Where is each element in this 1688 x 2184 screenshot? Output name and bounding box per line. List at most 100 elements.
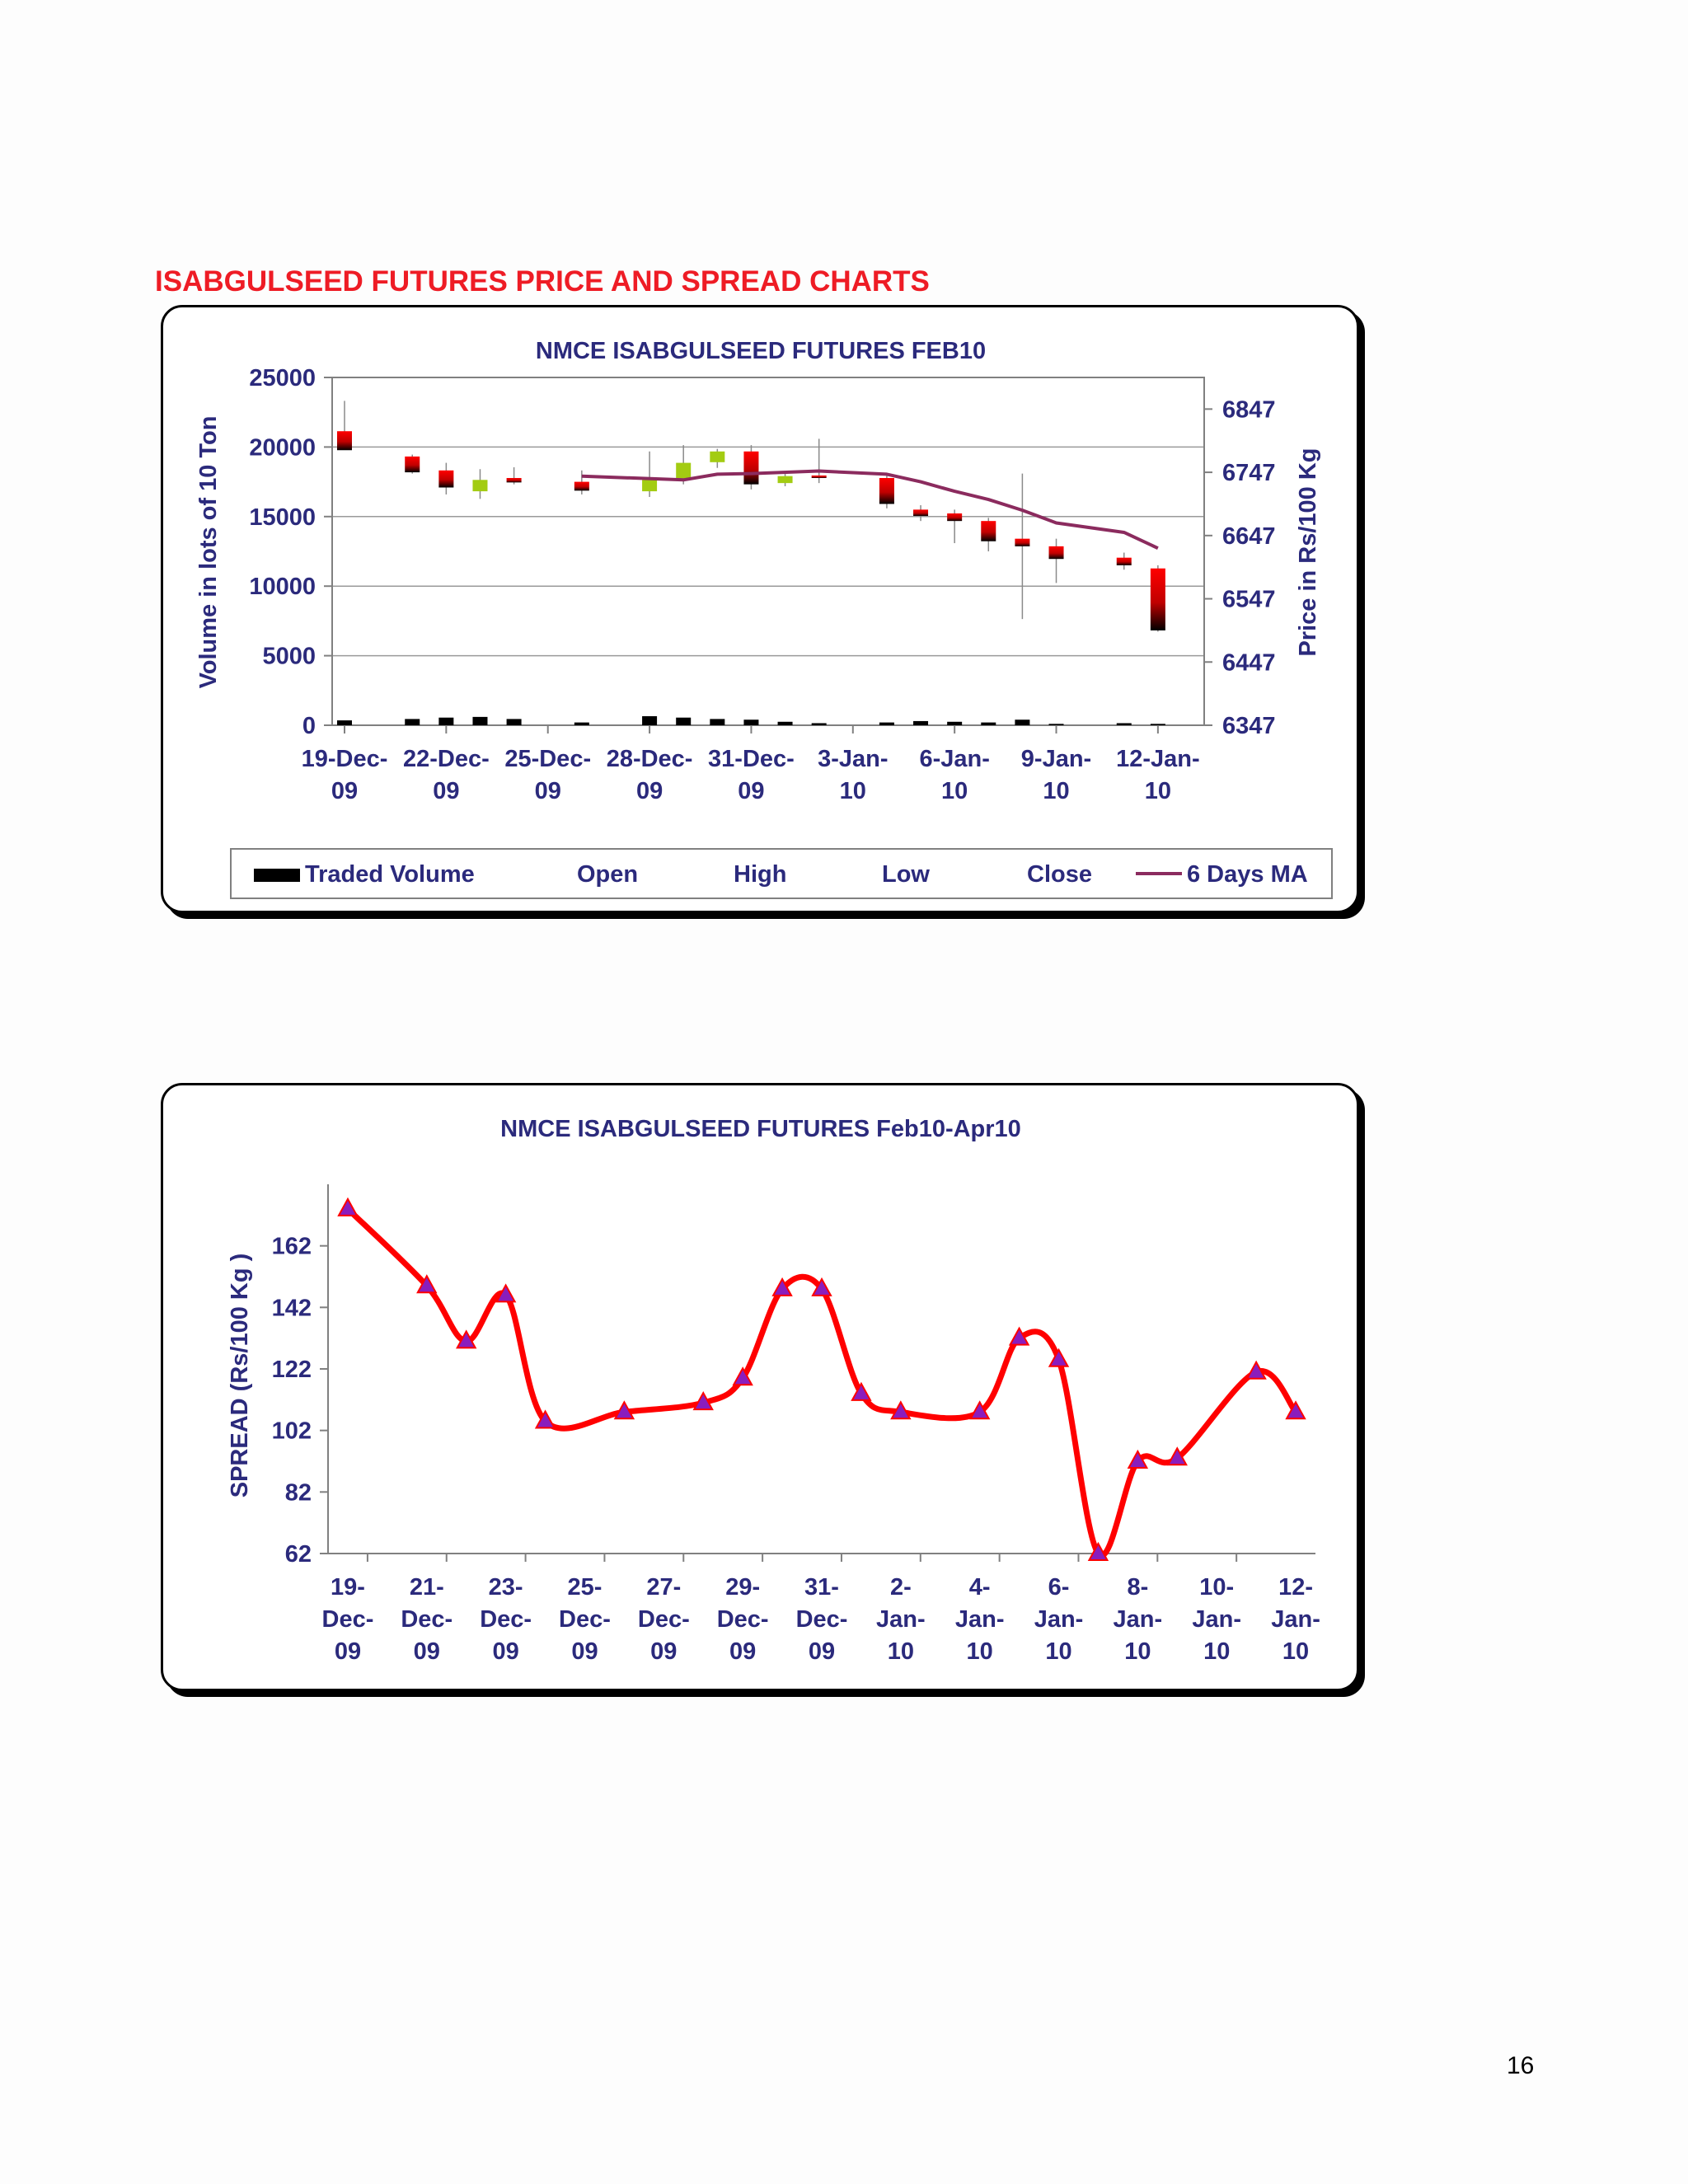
spread-x-tick-label: 27-Dec-09 xyxy=(638,1574,690,1665)
spread-x-tick-label: 4-Jan-10 xyxy=(955,1574,1005,1665)
spread-data-point xyxy=(692,1390,714,1411)
spread-data-point xyxy=(968,1400,991,1420)
spread-data-point xyxy=(1008,1326,1030,1346)
volume-bar xyxy=(676,717,692,725)
spread-x-tick-label: 10-Jan-10 xyxy=(1192,1574,1241,1665)
page-number: 16 xyxy=(1507,2052,1535,2079)
volume-bar xyxy=(506,719,522,725)
spread-x-tick-label: 19-Dec-09 xyxy=(322,1574,374,1665)
candle-body xyxy=(1116,557,1132,565)
right-axis-tick-label: 6647 xyxy=(1222,523,1276,550)
volume-bar xyxy=(947,721,963,725)
legend-low: Low xyxy=(882,861,930,888)
candle-body xyxy=(472,480,488,492)
candle-body xyxy=(337,431,352,451)
price-chart-title: NMCE ISABGULSEED FUTURES FEB10 xyxy=(536,338,986,364)
spread-x-tick-label: 6-Jan-10 xyxy=(1034,1574,1084,1665)
spread-data-point xyxy=(1245,1360,1267,1380)
spread-data-point xyxy=(495,1283,517,1303)
right-axis-tick-label: 6347 xyxy=(1222,713,1276,739)
candle-body xyxy=(777,476,793,484)
left-axis-tick-label: 20000 xyxy=(249,434,316,461)
legend-close: Close xyxy=(1027,861,1092,888)
spread-y-tick-label: 122 xyxy=(272,1357,312,1383)
volume-bar xyxy=(472,716,488,725)
volume-bar xyxy=(405,719,420,725)
spread-y-tick-label: 142 xyxy=(272,1295,312,1321)
candle-body xyxy=(506,477,522,483)
price-x-tick-label: 22-Dec-09 xyxy=(403,746,490,804)
moving-average-line xyxy=(581,469,1159,550)
spread-data-point xyxy=(811,1277,832,1296)
volume-bar xyxy=(913,720,929,725)
candle-body xyxy=(811,475,827,478)
candle-body xyxy=(981,521,996,541)
legend-open: Open xyxy=(577,861,638,888)
price-x-tick-label: 9-Jan-10 xyxy=(1021,746,1091,804)
legend-traded-volume: Traded Volume xyxy=(305,861,475,888)
right-axis-tick-label: 6847 xyxy=(1222,396,1276,423)
spread-data-point xyxy=(851,1381,872,1401)
price-x-tick-label: 19-Dec-09 xyxy=(302,746,388,804)
volume-bar xyxy=(1116,723,1132,725)
spread-y-tick-label: 62 xyxy=(285,1541,312,1568)
right-axis-tick-label: 6747 xyxy=(1222,460,1276,486)
left-axis-tick-label: 15000 xyxy=(249,504,316,531)
left-axis-tick-label: 10000 xyxy=(249,574,316,600)
price-right-axis-label: Price in Rs/100 Kg xyxy=(1295,448,1321,656)
price-x-tick-label: 25-Dec-09 xyxy=(504,746,591,804)
volume-bar xyxy=(438,717,454,725)
spread-data-point xyxy=(337,1197,359,1216)
spread-x-tick-label: 25-Dec-09 xyxy=(559,1574,611,1665)
volume-bar xyxy=(777,721,793,725)
volume-bar xyxy=(1015,719,1030,725)
volume-bar xyxy=(337,720,352,725)
spread-chart-panel: NMCE ISABGULSEED FUTURES Feb10-Apr10 62 8… xyxy=(161,1083,1359,1691)
price-plot-area xyxy=(331,377,1205,726)
spread-x-tick-label: 2-Jan-10 xyxy=(876,1574,926,1665)
spread-data-point xyxy=(732,1366,753,1386)
spread-chart: NMCE ISABGULSEED FUTURES Feb10-Apr10 62 8… xyxy=(227,1116,1320,1665)
spread-data-point xyxy=(1166,1446,1188,1466)
candle-body xyxy=(405,456,420,473)
spread-y-axis-label: SPREAD (Rs/100 Kg ) xyxy=(227,1254,253,1498)
spread-y-tick-label: 102 xyxy=(272,1418,312,1445)
spread-x-tick-label: 23-Dec-09 xyxy=(480,1574,532,1665)
right-axis-tick-label: 6447 xyxy=(1222,649,1276,676)
price-x-tick-label: 3-Jan-10 xyxy=(818,746,888,804)
volume-bar xyxy=(981,722,996,725)
spread-data-point xyxy=(771,1277,793,1296)
price-x-tick-label: 28-Dec-09 xyxy=(607,746,693,804)
spread-data-point xyxy=(613,1400,635,1420)
candle-body xyxy=(1048,546,1064,560)
candle-body xyxy=(676,462,692,480)
left-axis-tick-label: 0 xyxy=(302,713,316,739)
candle-body xyxy=(574,481,589,491)
candle-body xyxy=(438,470,454,488)
left-axis-tick-label: 25000 xyxy=(249,365,316,391)
price-x-tick-label: 12-Jan-10 xyxy=(1116,746,1200,804)
volume-bar xyxy=(879,722,894,725)
legend-6-days-ma: 6 Days MA xyxy=(1187,861,1308,888)
spread-x-tick-label: 12-Jan-10 xyxy=(1271,1574,1320,1665)
price-x-tick-label: 31-Dec-09 xyxy=(708,746,795,804)
volume-bar xyxy=(574,722,589,725)
spread-x-tick-label: 8-Jan-10 xyxy=(1114,1574,1163,1665)
spread-data-point xyxy=(416,1274,438,1294)
volume-bar xyxy=(642,716,658,725)
page-heading: ISABGULSEED FUTURES PRICE AND SPREAD CHA… xyxy=(155,265,930,298)
spread-x-tick-label: 21-Dec-09 xyxy=(401,1574,452,1665)
candle-body xyxy=(879,477,894,504)
volume-bar xyxy=(811,723,827,725)
candle-body xyxy=(1015,538,1030,546)
spread-data-point xyxy=(1127,1449,1149,1469)
spread-y-tick-label: 162 xyxy=(272,1234,312,1260)
spread-x-tick-label: 29-Dec-09 xyxy=(717,1574,769,1665)
candle-body xyxy=(710,451,725,462)
candle-body xyxy=(743,451,759,485)
spread-y-tick-label: 82 xyxy=(285,1479,312,1506)
spread-data-point xyxy=(890,1400,912,1420)
left-axis-tick-label: 5000 xyxy=(262,644,316,670)
volume-bar xyxy=(1150,724,1165,725)
price-chart-panel: NMCE ISABGULSEED FUTURES FEB10 0 5000 1000… xyxy=(161,305,1359,913)
